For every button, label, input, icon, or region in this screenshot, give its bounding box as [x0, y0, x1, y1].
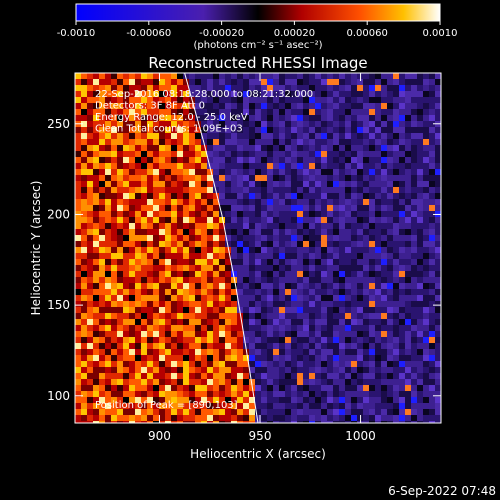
colorbar-tick-label: 0.0010 — [423, 28, 458, 39]
annotation-block: 22-Sep-2016 08:18:28.000 to 08:21:32.000… — [95, 89, 313, 135]
y-axis-label: Heliocentric Y (arcsec) — [29, 181, 43, 316]
annotation-line: Detectors: 3F 8F Att 0 — [95, 101, 205, 112]
y-tick-label: 150 — [47, 298, 70, 312]
axis-ticks: 900 950 1000 100 150 200 250 — [47, 73, 441, 443]
colorbar-tick-label: -0.00020 — [199, 28, 244, 39]
annotation-line: Energy Range: 12.0 - 25.0 keV — [95, 112, 248, 123]
y-tick-label: 100 — [47, 389, 70, 403]
annotation-line: 22-Sep-2016 08:18:28.000 to 08:21:32.000 — [95, 89, 313, 100]
chart-title: Reconstructed RHESSI Image — [148, 54, 367, 72]
x-tick-label: 1000 — [345, 429, 376, 443]
x-axis-label: Heliocentric X (arcsec) — [190, 447, 326, 461]
x-tick-label: 900 — [148, 429, 171, 443]
plot-frame — [74, 72, 442, 424]
colorbar-units: (photons cm⁻² s⁻¹ asec⁻²) — [193, 40, 322, 51]
colorbar-tick-label: -0.00060 — [126, 28, 171, 39]
y-tick-label: 250 — [47, 117, 70, 131]
x-tick-label: 950 — [249, 429, 272, 443]
heatmap-pixels — [75, 73, 441, 423]
colorbar-tick-label: 0.00060 — [347, 28, 388, 39]
annotation-line: Clean Total counts: 1.09E+03 — [95, 124, 243, 135]
peak-position-label: Position of Peak = [890,103] — [95, 400, 238, 411]
colorbar — [75, 3, 441, 22]
y-tick-label: 200 — [47, 207, 70, 221]
colorbar-tick-label: 0.00020 — [274, 28, 315, 39]
timestamp: 6-Sep-2022 07:48 — [388, 484, 496, 498]
solar-limb-line — [184, 73, 259, 423]
colorbar-ticks: -0.0010 -0.00060 -0.00020 0.00020 0.00060 0.0… — [57, 21, 458, 39]
colorbar-tick-label: -0.0010 — [57, 28, 96, 39]
